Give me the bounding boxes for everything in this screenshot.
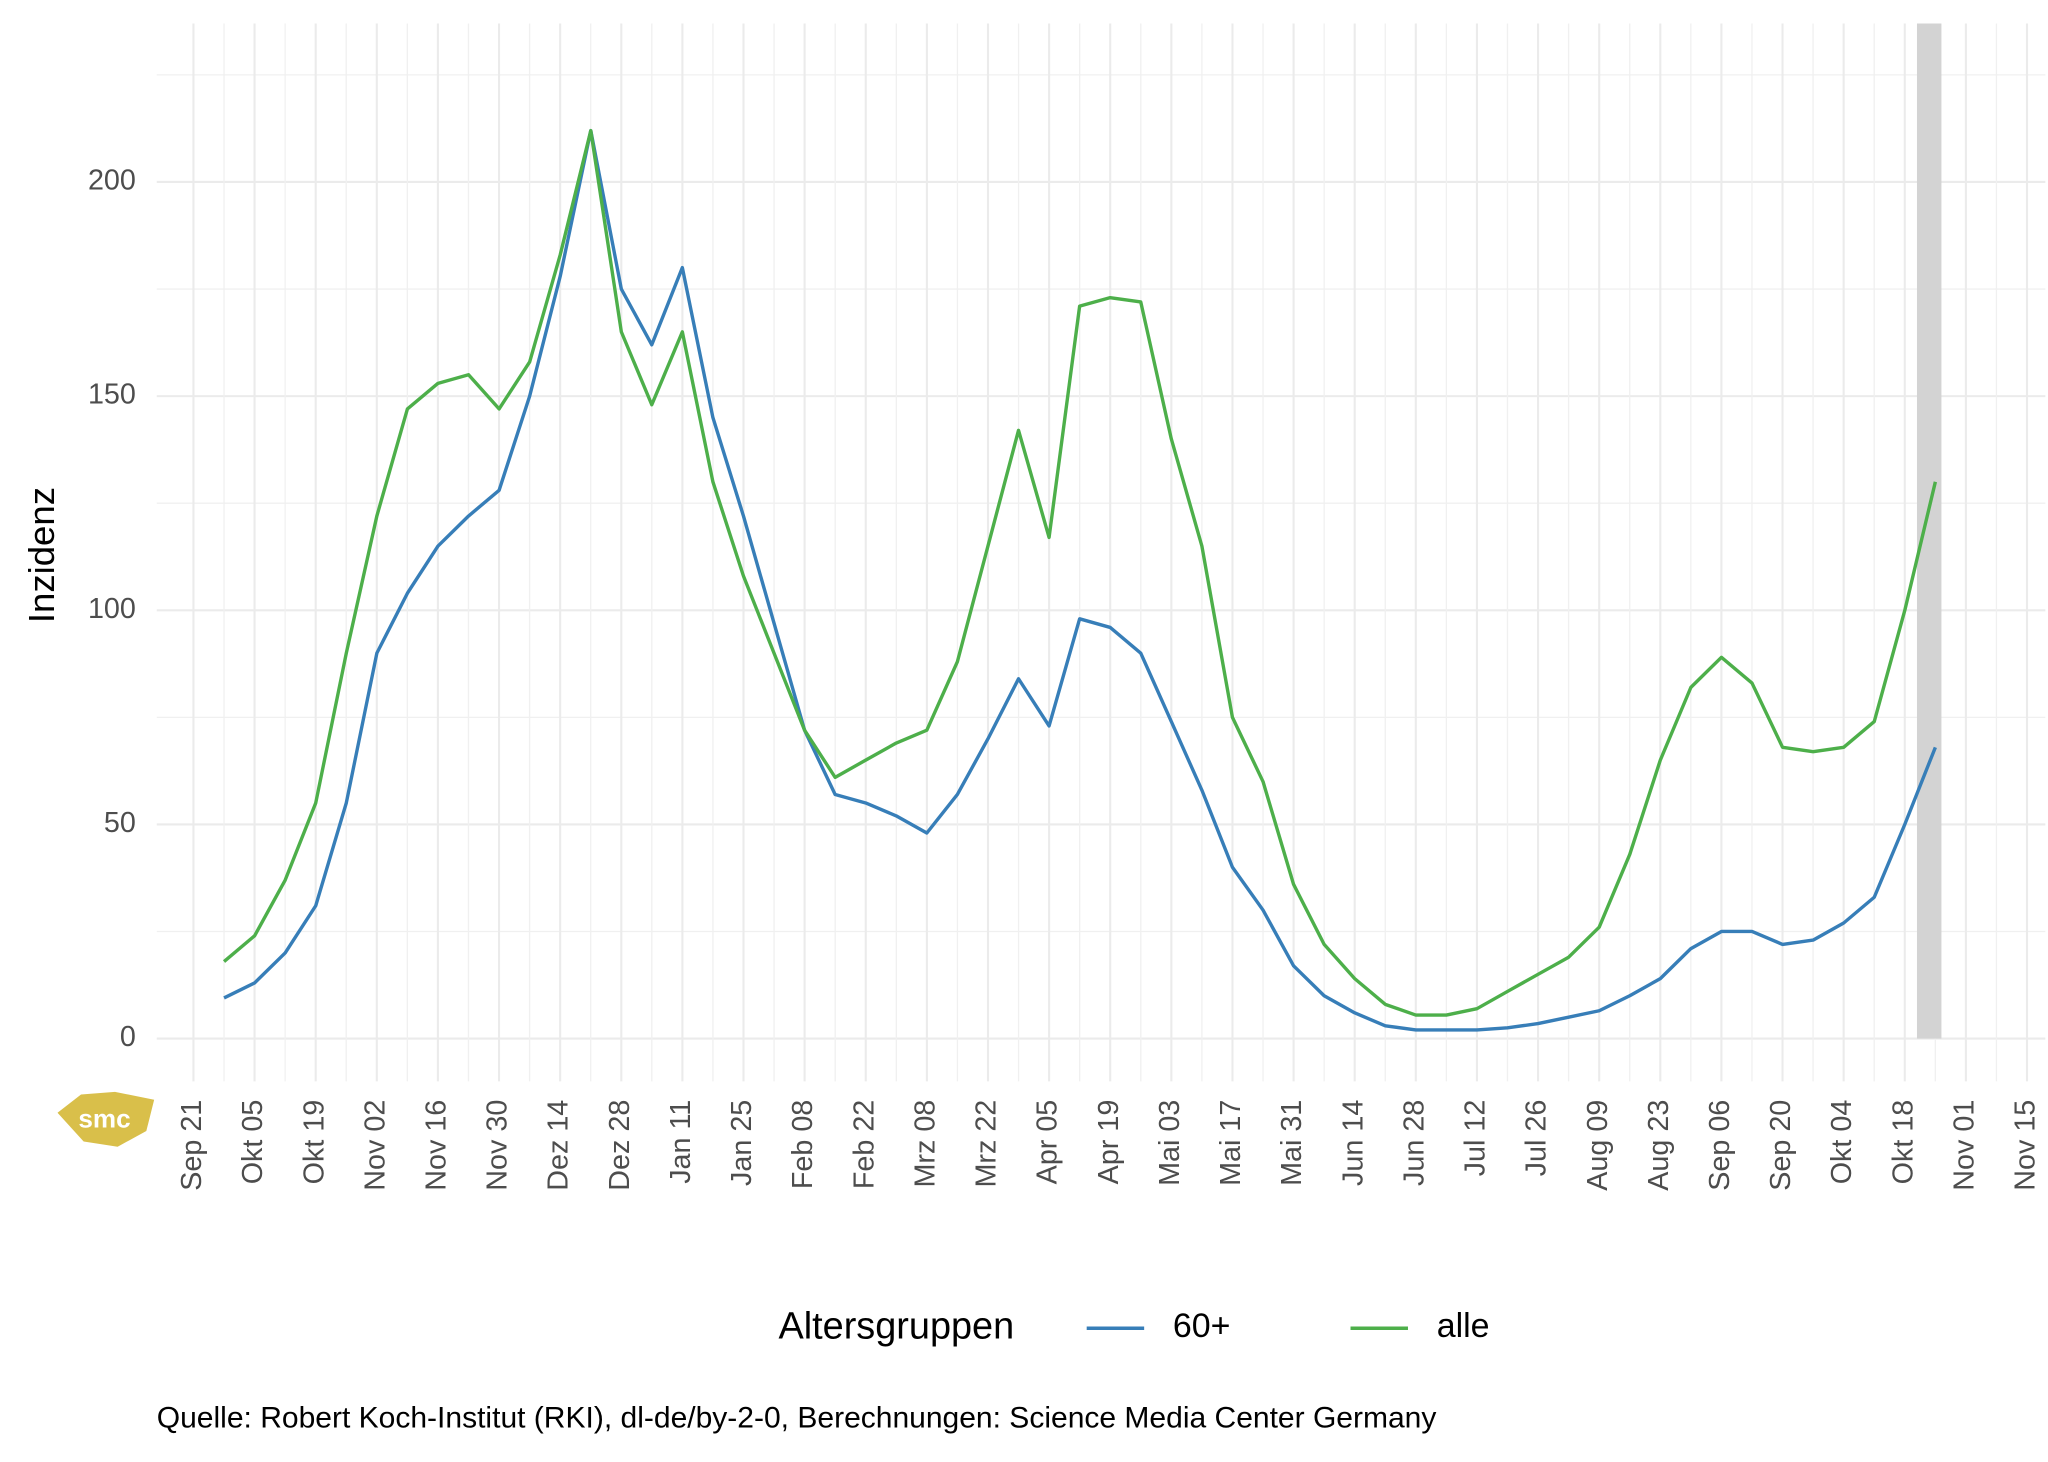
logo-text: smc	[78, 1104, 130, 1134]
x-tick-label: Apr 05	[1032, 1100, 1064, 1185]
logo-shape	[57, 1091, 155, 1147]
x-tick-label: Sep 06	[1704, 1100, 1736, 1191]
x-tick-label: Sep 20	[1765, 1100, 1797, 1191]
grid	[156, 23, 2046, 1082]
shaded-region	[1916, 23, 1942, 1039]
line-series	[222, 128, 1938, 1017]
x-tick-label: Mai 17	[1215, 1100, 1247, 1186]
x-tick-label: Nov 15	[2010, 1100, 2042, 1191]
x-tick-label: Aug 09	[1582, 1100, 1614, 1191]
x-tick-label: Mai 31	[1276, 1100, 1308, 1186]
y-tick-label: 50	[104, 807, 136, 839]
x-tick-label: Mrz 22	[971, 1100, 1003, 1188]
y-tick-label: 0	[120, 1021, 136, 1053]
x-tick-label: Apr 19	[1093, 1100, 1125, 1185]
y-tick-label: 200	[88, 165, 136, 197]
y-tick-label: 100	[88, 593, 136, 625]
x-tick-label: Nov 30	[482, 1100, 514, 1191]
y-tick-label: 150	[88, 379, 136, 411]
legend-label: alle	[1437, 1307, 1490, 1345]
x-tick-label: Jan 11	[665, 1100, 697, 1184]
x-tick-label: Sep 21	[176, 1100, 208, 1191]
y-axis-title: Inzidenz	[21, 487, 62, 623]
x-tick-label: Mrz 08	[909, 1100, 941, 1188]
x-tick-label: Nov 16	[421, 1100, 453, 1191]
x-tick-label: Nov 01	[1948, 1100, 1980, 1191]
x-tick-label: Okt 05	[237, 1100, 269, 1185]
x-tick-label: Jun 14	[1337, 1100, 1369, 1186]
x-tick-label: Okt 04	[1826, 1100, 1858, 1185]
x-tick-label: Aug 23	[1643, 1100, 1675, 1191]
x-tick-label: Jul 12	[1460, 1100, 1492, 1177]
x-tick-label: Dez 14	[543, 1100, 575, 1191]
x-tick-label: Jul 26	[1521, 1100, 1553, 1177]
x-tick-label: Jun 28	[1398, 1100, 1430, 1186]
x-tick-label: Feb 08	[787, 1100, 819, 1189]
x-tick-label: Jan 25	[726, 1100, 758, 1186]
legend-label: 60+	[1173, 1307, 1231, 1345]
x-tick-label: Okt 18	[1887, 1100, 1919, 1185]
x-tick-label: Nov 02	[359, 1100, 391, 1191]
line-series	[223, 128, 1937, 1032]
logo: smc	[57, 1091, 155, 1147]
x-tick-label: Okt 19	[298, 1100, 330, 1185]
x-tick-label: Mai 03	[1154, 1100, 1186, 1186]
x-tick-label: Feb 22	[848, 1100, 880, 1189]
legend-title: Altersgruppen	[778, 1305, 1014, 1347]
x-tick-label: Dez 28	[604, 1100, 636, 1191]
caption: Quelle: Robert Koch-Institut (RKI), dl-d…	[157, 1402, 1437, 1435]
